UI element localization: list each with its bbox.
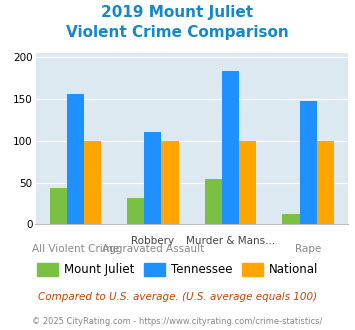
Bar — [300, 101, 317, 224]
Bar — [239, 141, 256, 224]
Bar — [205, 179, 222, 224]
Text: Robbery: Robbery — [131, 236, 174, 246]
Bar — [162, 141, 179, 224]
Bar — [222, 71, 239, 224]
Bar — [144, 132, 162, 224]
Text: Aggravated Assault: Aggravated Assault — [102, 245, 204, 254]
Bar — [84, 141, 101, 224]
Bar — [317, 141, 334, 224]
Text: 2019 Mount Juliet: 2019 Mount Juliet — [102, 5, 253, 20]
Bar — [50, 188, 67, 224]
Text: Violent Crime Comparison: Violent Crime Comparison — [66, 25, 289, 40]
Text: Murder & Mans...: Murder & Mans... — [186, 236, 275, 246]
Bar — [67, 94, 84, 224]
Text: All Violent Crime: All Violent Crime — [32, 245, 119, 254]
Bar — [127, 198, 144, 224]
Bar — [283, 214, 300, 224]
Text: © 2025 CityRating.com - https://www.cityrating.com/crime-statistics/: © 2025 CityRating.com - https://www.city… — [32, 317, 323, 326]
Text: Compared to U.S. average. (U.S. average equals 100): Compared to U.S. average. (U.S. average … — [38, 292, 317, 302]
Text: Rape: Rape — [295, 245, 321, 254]
Legend: Mount Juliet, Tennessee, National: Mount Juliet, Tennessee, National — [32, 258, 323, 281]
